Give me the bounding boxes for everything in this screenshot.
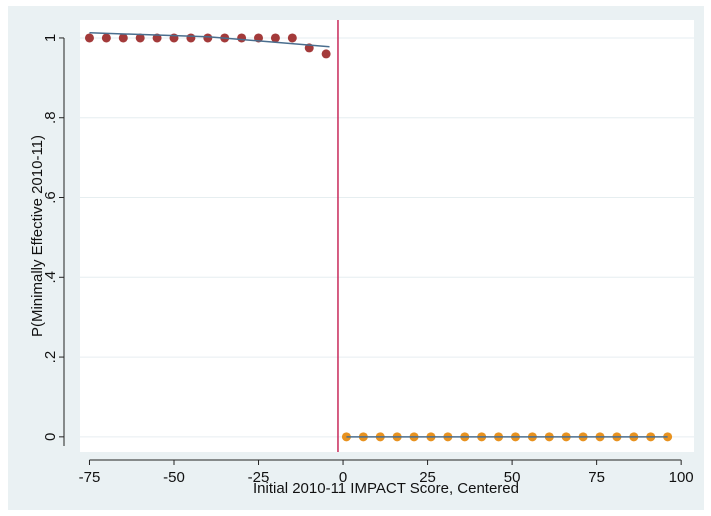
x-tick-label: -75 (79, 469, 101, 486)
point (135, 33, 145, 43)
x-tick-label: 50 (504, 469, 521, 486)
point (118, 33, 128, 43)
y-tick-label: .4 (42, 271, 59, 284)
point (287, 33, 297, 43)
y-tick-label: 0 (42, 433, 59, 441)
y-tick-label: .6 (42, 191, 59, 204)
point (203, 33, 213, 43)
point (321, 49, 331, 59)
point (270, 33, 280, 43)
x-tick-label: 0 (339, 469, 347, 486)
fit-line (89, 32, 330, 48)
x-axis-label: Initial 2010-11 IMPACT Score, Centered (253, 480, 519, 497)
point (101, 33, 111, 43)
x-tick-label: -50 (163, 469, 185, 486)
point (237, 33, 247, 43)
y-tick-label: 1 (42, 34, 59, 42)
plot-area (80, 20, 694, 452)
y-axis-label: P(Minimally Effective 2010-11) (29, 135, 46, 337)
x-tick-label: 75 (588, 469, 605, 486)
y-tick-label: .8 (42, 111, 59, 124)
x-tick-label: 100 (669, 469, 694, 486)
point (186, 33, 196, 43)
x-tick-label: -25 (248, 469, 270, 486)
y-tick-label: .2 (42, 351, 59, 364)
x-tick-label: 25 (419, 469, 436, 486)
point (84, 33, 94, 43)
